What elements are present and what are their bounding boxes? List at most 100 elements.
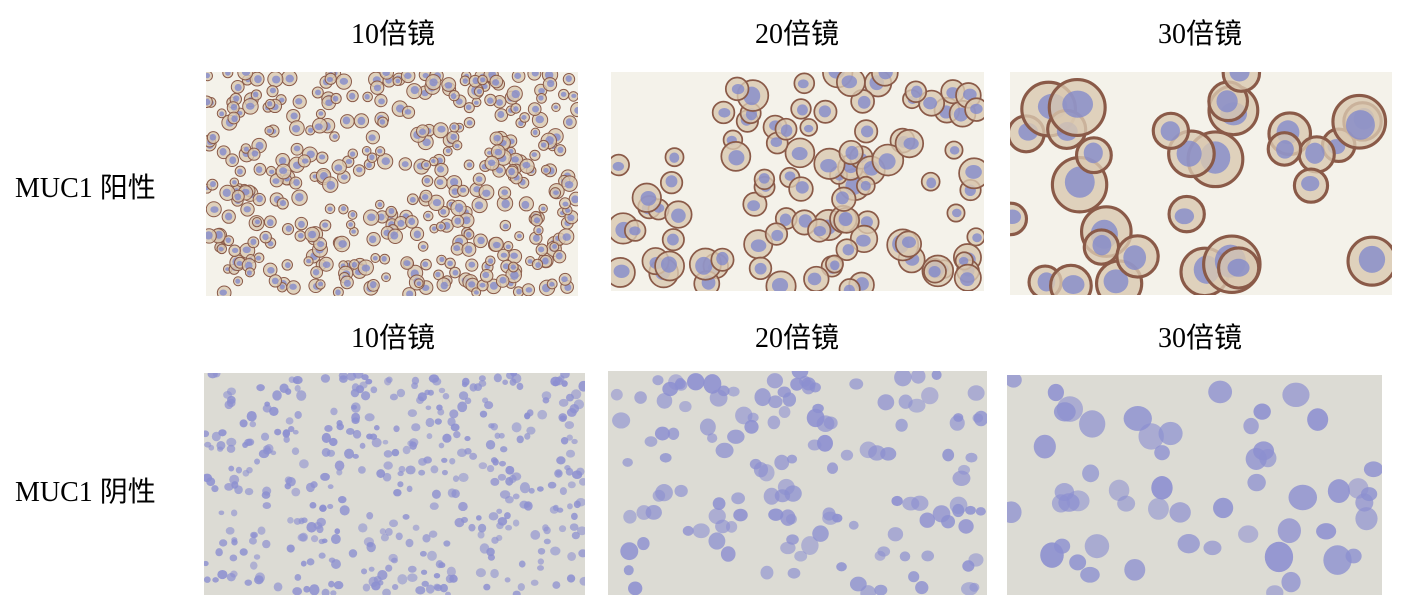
cell bbox=[497, 516, 508, 526]
cell bbox=[768, 508, 784, 521]
cell bbox=[464, 436, 471, 442]
cell bbox=[508, 474, 517, 484]
cell bbox=[908, 398, 926, 413]
cell bbox=[555, 470, 562, 476]
cell bbox=[561, 175, 578, 192]
cell bbox=[923, 259, 947, 284]
cell bbox=[835, 238, 859, 262]
cell bbox=[620, 542, 639, 561]
cell bbox=[915, 581, 929, 595]
cell bbox=[276, 197, 289, 210]
cell bbox=[493, 373, 502, 383]
cell bbox=[334, 528, 341, 535]
cell bbox=[435, 221, 446, 232]
cell bbox=[230, 509, 238, 517]
header-20x-negative: 20倍镜 bbox=[754, 323, 840, 354]
cell bbox=[254, 575, 264, 585]
micrograph-negative-20x bbox=[608, 371, 987, 595]
cell bbox=[402, 445, 411, 455]
cell bbox=[319, 504, 327, 512]
cell bbox=[1238, 525, 1259, 543]
row-label-positive: MUC1 阳性 bbox=[15, 173, 156, 204]
cell bbox=[452, 140, 463, 151]
cell bbox=[457, 401, 468, 413]
cell bbox=[975, 507, 986, 516]
cell bbox=[871, 143, 905, 177]
cell bbox=[452, 475, 460, 483]
cell bbox=[490, 457, 498, 464]
cell bbox=[425, 74, 442, 91]
cell bbox=[340, 275, 354, 290]
cell bbox=[247, 236, 260, 249]
cell bbox=[309, 584, 320, 595]
cell bbox=[1010, 201, 1029, 237]
cell bbox=[248, 537, 257, 545]
cell bbox=[519, 158, 535, 174]
cell bbox=[659, 171, 684, 195]
cell bbox=[549, 187, 562, 199]
cell bbox=[958, 464, 971, 475]
cell bbox=[216, 145, 231, 160]
cell bbox=[379, 528, 387, 535]
cell bbox=[204, 430, 210, 438]
cell bbox=[1080, 566, 1100, 583]
cell bbox=[211, 485, 219, 493]
cell bbox=[383, 461, 393, 470]
cell bbox=[425, 417, 435, 428]
cell bbox=[1151, 111, 1191, 151]
cell bbox=[208, 444, 215, 451]
cell bbox=[944, 140, 964, 160]
cell bbox=[224, 483, 234, 491]
cell bbox=[899, 551, 911, 562]
cell bbox=[383, 450, 393, 458]
cell bbox=[894, 230, 923, 258]
cell bbox=[504, 577, 511, 583]
cell bbox=[479, 410, 488, 418]
cell bbox=[1058, 493, 1080, 512]
cell bbox=[509, 378, 517, 386]
cell bbox=[1282, 382, 1310, 408]
cell bbox=[392, 76, 403, 87]
cell bbox=[318, 256, 334, 272]
cell bbox=[439, 583, 448, 593]
cell bbox=[473, 233, 488, 249]
cell bbox=[368, 576, 379, 587]
cell bbox=[516, 435, 524, 444]
cell bbox=[318, 552, 326, 559]
cell bbox=[527, 102, 542, 116]
cell bbox=[570, 102, 578, 118]
cell bbox=[330, 92, 342, 105]
cell bbox=[801, 536, 819, 556]
cell bbox=[294, 230, 307, 242]
cell bbox=[451, 214, 465, 228]
cell bbox=[265, 98, 276, 110]
cell bbox=[498, 432, 505, 439]
cell bbox=[425, 584, 435, 594]
cell bbox=[478, 375, 486, 382]
cell bbox=[206, 178, 219, 191]
cell bbox=[1316, 523, 1337, 540]
cell bbox=[495, 274, 510, 288]
cell bbox=[366, 542, 376, 553]
cell bbox=[409, 226, 425, 242]
cell bbox=[812, 525, 829, 542]
cell bbox=[281, 72, 298, 87]
cell bbox=[244, 487, 254, 496]
cell bbox=[263, 447, 272, 455]
cell bbox=[297, 154, 311, 168]
cell bbox=[290, 142, 304, 156]
cell bbox=[774, 454, 790, 471]
cell bbox=[611, 257, 636, 288]
cell bbox=[417, 241, 429, 252]
cell bbox=[333, 580, 344, 590]
cell bbox=[380, 533, 389, 542]
cell bbox=[1266, 131, 1303, 167]
cell bbox=[228, 465, 235, 472]
cell bbox=[753, 462, 769, 478]
cell bbox=[569, 523, 579, 531]
cell bbox=[463, 228, 475, 240]
cell bbox=[406, 83, 423, 100]
cell bbox=[419, 550, 427, 557]
cell bbox=[305, 482, 315, 493]
cell bbox=[227, 111, 241, 125]
